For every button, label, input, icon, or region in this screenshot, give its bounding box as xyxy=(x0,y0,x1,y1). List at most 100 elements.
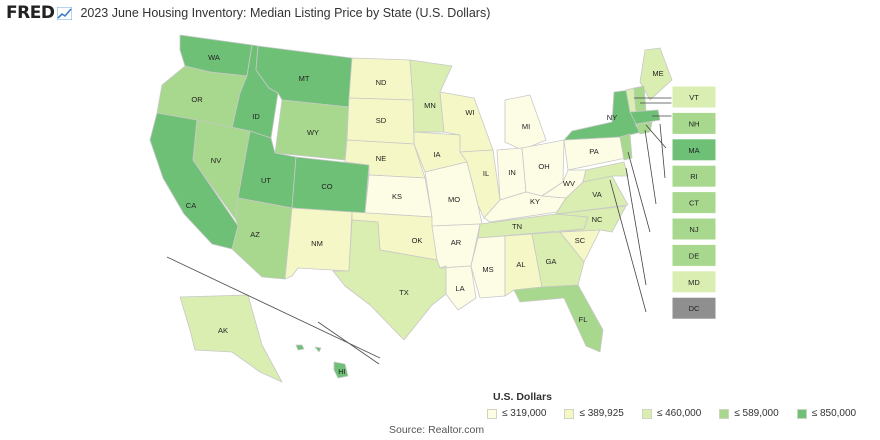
legend-item-3[interactable]: ≤ 460,000 xyxy=(641,408,702,419)
state-label-wa: WA xyxy=(208,53,220,62)
state-CT-small[interactable] xyxy=(635,121,653,135)
callout-label: NH xyxy=(689,119,700,128)
state-label-ky: KY xyxy=(530,197,540,206)
callout-de[interactable]: DE xyxy=(671,243,717,267)
state-label-mn: MN xyxy=(424,101,436,110)
state-label-sc: SC xyxy=(575,236,586,245)
source-note: Source: Realtor.com xyxy=(389,424,485,436)
state-label-il: IL xyxy=(483,169,489,178)
state-label-pa: PA xyxy=(589,147,598,156)
state-label-tx: TX xyxy=(399,288,409,297)
state-label-nm: NM xyxy=(311,239,323,248)
state-TX[interactable] xyxy=(332,219,447,341)
legend-label: ≤ 460,000 xyxy=(656,408,702,419)
state-FL[interactable] xyxy=(513,284,604,353)
state-MS[interactable] xyxy=(470,235,506,299)
state-label-co: CO xyxy=(321,182,332,191)
callout-nj[interactable]: NJ xyxy=(671,217,717,241)
callout-label: DC xyxy=(689,304,700,313)
state-NH-small[interactable] xyxy=(633,85,647,113)
state-label-ia: IA xyxy=(433,150,440,159)
state-label-mi: MI xyxy=(522,122,530,131)
state-label-id: ID xyxy=(252,112,260,121)
callout-label: CT xyxy=(689,199,699,208)
state-label-ca: CA xyxy=(186,201,196,210)
state-label-oh: OH xyxy=(538,162,549,171)
state-label-sd: SD xyxy=(376,116,387,125)
callout-boxes: VT NH MA RI CT NJ DE MD DC xyxy=(671,85,717,320)
legend-title: U.S. Dollars xyxy=(493,391,552,403)
state-label-ne: NE xyxy=(376,154,386,163)
legend-label: ≤ 319,000 xyxy=(502,408,547,419)
state-label-ar: AR xyxy=(451,238,462,247)
state-label-az: AZ xyxy=(250,230,260,239)
callout-label: RI xyxy=(690,172,698,181)
state-label-mo: MO xyxy=(448,195,460,204)
state-NY[interactable] xyxy=(563,89,643,141)
legend-swatch xyxy=(719,408,730,419)
callout-vt[interactable]: VT xyxy=(671,85,717,109)
legend-swatch xyxy=(564,408,575,419)
state-label-ny: NY xyxy=(607,113,617,122)
legend-item-5[interactable]: ≤ 850,000 xyxy=(796,408,857,419)
callout-label: DE xyxy=(689,251,699,260)
state-label-ok: OK xyxy=(412,236,423,245)
callout-ma[interactable]: MA xyxy=(671,138,717,162)
legend-item-2[interactable]: ≤ 389,925 xyxy=(564,408,624,419)
state-MI[interactable] xyxy=(504,94,547,151)
callout-md[interactable]: MD xyxy=(671,270,717,294)
chart-logo-icon xyxy=(57,6,73,20)
state-label-ga: GA xyxy=(546,257,557,266)
state-label-ut: UT xyxy=(261,176,271,185)
state-MA-small[interactable] xyxy=(629,109,661,125)
callout-label: MD xyxy=(688,278,700,287)
legend-label: ≤ 850,000 xyxy=(811,408,857,419)
state-label-or: OR xyxy=(191,95,203,104)
state-AZ[interactable] xyxy=(231,197,293,280)
state-ME[interactable] xyxy=(639,47,673,101)
callout-label: MA xyxy=(688,146,699,155)
legend-items: ≤ 319,000 ≤ 389,925 ≤ 460,000 ≤ 589,000 ≤ 85… xyxy=(487,408,874,419)
callout-leader-lines xyxy=(609,97,672,313)
legend-swatch xyxy=(641,408,652,419)
state-label-me: ME xyxy=(652,69,663,78)
state-label-va: VA xyxy=(592,190,601,199)
logo-text: FRED xyxy=(6,3,55,23)
legend: U.S. Dollars ≤ 319,000 ≤ 389,925 ≤ 460,000… xyxy=(487,391,874,419)
legend-item-1[interactable]: ≤ 319,000 xyxy=(487,408,546,419)
legend-swatch xyxy=(796,408,807,419)
state-label-fl: FL xyxy=(579,315,588,324)
header: FRED 2023 June Housing Inventory: Median… xyxy=(6,3,490,23)
state-label-nv: NV xyxy=(211,156,221,165)
state-label-mt: MT xyxy=(299,74,310,83)
state-AK[interactable] xyxy=(179,294,283,383)
callout-ri[interactable]: RI xyxy=(671,164,717,188)
state-label-wi: WI xyxy=(465,108,474,117)
state-MD-small[interactable] xyxy=(582,161,629,183)
legend-label: ≤ 589,000 xyxy=(734,408,779,419)
callout-dc[interactable]: DC xyxy=(671,296,717,320)
state-label-hi: HI xyxy=(338,367,346,376)
state-label-la: LA xyxy=(455,284,464,293)
callout-ct[interactable]: CT xyxy=(671,191,717,215)
state-NC[interactable] xyxy=(555,205,627,233)
callout-label: VT xyxy=(689,93,699,102)
state-label-wy: WY xyxy=(307,128,319,137)
state-label-al: AL xyxy=(516,260,525,269)
state-label-ak: AK xyxy=(218,326,228,335)
legend-label: ≤ 389,925 xyxy=(579,408,624,419)
state-label-in: IN xyxy=(508,168,516,177)
page-title: 2023 June Housing Inventory: Median List… xyxy=(80,6,491,20)
state-label-nc: NC xyxy=(592,215,603,224)
legend-item-4[interactable]: ≤ 589,000 xyxy=(719,408,779,419)
callout-nh[interactable]: NH xyxy=(671,111,717,135)
state-NJ-small[interactable] xyxy=(619,133,633,161)
state-label-ms: MS xyxy=(482,265,493,274)
fred-logo[interactable]: FRED xyxy=(6,3,73,23)
state-HI[interactable] xyxy=(295,344,349,379)
callout-label: NJ xyxy=(689,225,698,234)
state-labels: WA OR CA ID NV MT WY UT AZ CO NM ND SD NE KS OK TX MN IA MO… xyxy=(186,53,664,376)
state-label-tn: TN xyxy=(512,222,522,231)
state-label-wv: WV xyxy=(563,179,575,188)
